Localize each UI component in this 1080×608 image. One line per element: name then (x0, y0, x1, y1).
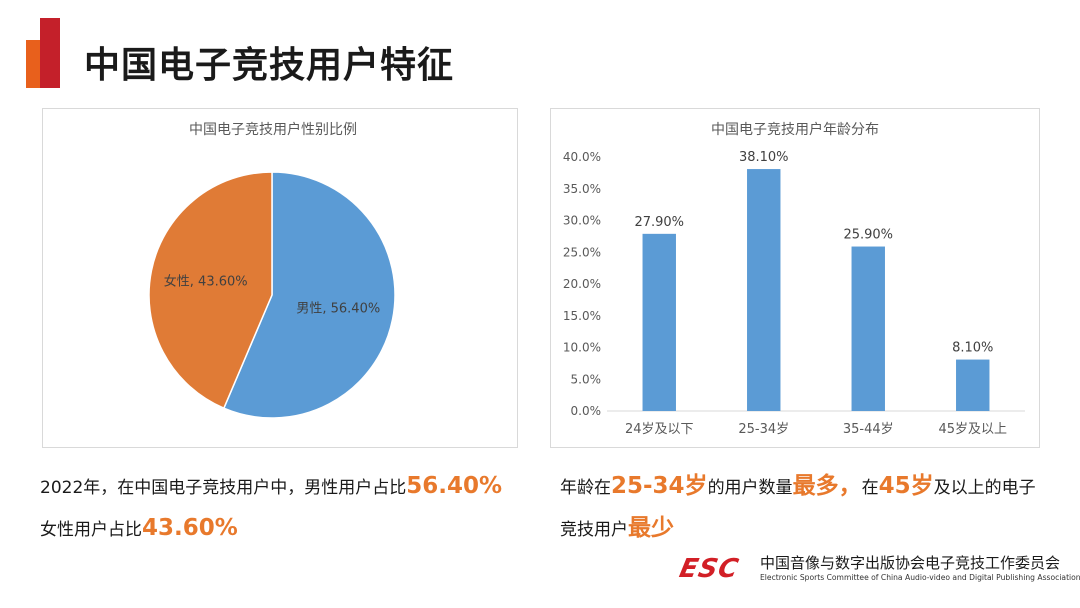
bar-data-label-2: 25.90% (843, 228, 893, 243)
gender-caption-line1: 2022年，在中国电子竞技用户中，男性用户占比56.40% (40, 466, 520, 508)
x-tick-label-0: 24岁及以下 (625, 422, 694, 437)
gender-caption-text: 2022年，在中国电子竞技用户中，男性用户占比 (40, 478, 407, 498)
age-caption-text-1: 年龄在 (560, 478, 611, 498)
age-caption-line2: 竞技用户最少 (560, 508, 1050, 550)
y-tick-label-1: 5.0% (571, 372, 602, 386)
pie-slice-0 (222, 171, 396, 419)
age-highlight-25-34: 25-34岁 (611, 473, 708, 499)
organization-name-cn: 中国音像与数字出版协会电子竞技工作委员会 (760, 554, 1061, 572)
age-bar-chart: 中国电子竞技用户年龄分布 0.0% 5.0% 10.0% 15.0% 20.0% 25.0%… (563, 121, 1025, 437)
pie-chart-title: 中国电子竞技用户性别比例 (189, 121, 357, 138)
page-title: 中国电子竞技用户特征 (84, 45, 455, 86)
bar-3 (956, 359, 990, 411)
bar-chart-title: 中国电子竞技用户年龄分布 (711, 121, 879, 138)
y-tick-label-5: 25.0% (563, 245, 601, 259)
bar-0 (642, 233, 676, 411)
age-caption-line1: 年龄在25-34岁的用户数量最多，在45岁及以上的电子 (560, 466, 1050, 508)
title-accent-red (40, 18, 60, 88)
age-caption: 年龄在25-34岁的用户数量最多，在45岁及以上的电子 竞技用户最少 (560, 466, 1050, 550)
esc-logo-text: ESC (676, 554, 742, 584)
organization-name-en: Electronic Sports Committee of China Aud… (760, 573, 1080, 582)
age-caption-text-3: 在 (861, 478, 879, 498)
gender-caption-line2: 女性用户占比43.60% (40, 508, 520, 550)
pie-data-label-1: 女性, 43.60% (164, 273, 248, 289)
bar-data-label-1: 38.10% (739, 150, 789, 165)
y-tick-label-0: 0.0% (571, 404, 602, 418)
esc-logo: ESC (676, 554, 752, 584)
title-accent-orange (26, 40, 40, 88)
y-tick-label-4: 20.0% (563, 277, 601, 291)
age-highlight-most: 最多， (792, 473, 862, 499)
bar-2 (851, 246, 885, 411)
age-caption-text-2: 的用户数量 (707, 478, 793, 498)
bar-data-label-3: 8.10% (952, 341, 993, 356)
pie-slice-1 (148, 171, 273, 410)
footer-organization: ESC 中国音像与数字出版协会电子竞技工作委员会 Electronic Spor… (676, 552, 1080, 586)
bar-1 (747, 169, 781, 411)
y-tick-label-7: 35.0% (563, 182, 601, 196)
age-highlight-least: 最少 (628, 515, 674, 541)
x-tick-label-2: 35-44岁 (843, 422, 894, 437)
y-tick-label-8: 40.0% (563, 150, 601, 164)
bar-data-label-0: 27.90% (634, 215, 684, 230)
age-bar-chart-panel: 中国电子竞技用户年龄分布 0.0% 5.0% 10.0% 15.0% 20.0% 25.0%… (550, 108, 1040, 448)
age-caption-text-5: 竞技用户 (560, 520, 628, 540)
y-tick-label-3: 15.0% (563, 309, 601, 323)
age-highlight-45: 45岁 (878, 473, 934, 499)
y-tick-label-6: 30.0% (563, 214, 601, 228)
gender-caption-text-2: 女性用户占比 (40, 520, 142, 540)
gender-caption: 2022年，在中国电子竞技用户中，男性用户占比56.40% 女性用户占比43.6… (40, 466, 520, 550)
male-share-highlight: 56.40% (406, 473, 503, 499)
age-caption-text-4: 及以上的电子 (933, 478, 1036, 498)
female-share-highlight: 43.60% (142, 515, 238, 541)
y-tick-label-2: 10.0% (563, 341, 601, 355)
x-tick-label-1: 25-34岁 (738, 422, 789, 437)
pie-data-label-0: 男性, 56.40% (296, 302, 380, 317)
x-tick-label-3: 45岁及以上 (938, 422, 1007, 437)
gender-pie-chart-panel: 中国电子竞技用户性别比例男性, 56.40% 女性, 43.60% (42, 108, 518, 448)
